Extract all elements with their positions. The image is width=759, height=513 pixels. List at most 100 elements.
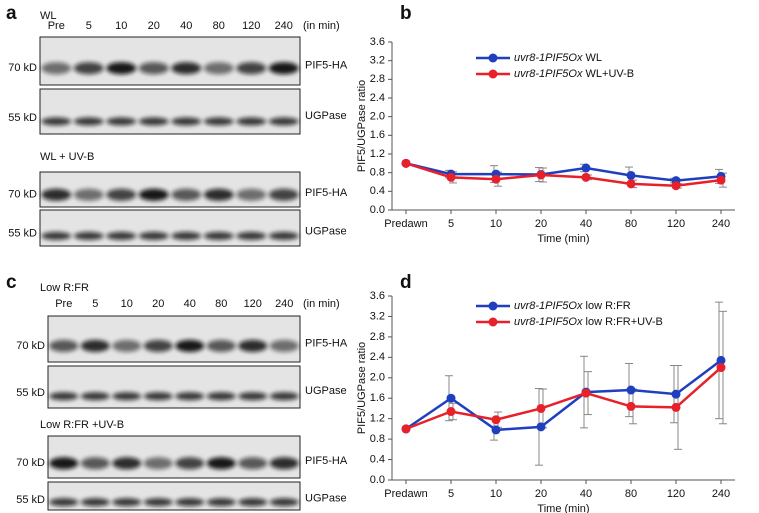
blot-band: [143, 498, 173, 507]
blot-band: [236, 188, 267, 201]
blot-band: [138, 62, 169, 75]
blot-frame: [47, 481, 301, 511]
y-tick-label: 2.8: [370, 73, 385, 85]
y-tick-label: 2.0: [370, 372, 385, 384]
blot-band: [138, 117, 169, 126]
size-label: 70 kD: [8, 62, 37, 74]
lane-label: Pre: [55, 298, 72, 310]
blot-band: [175, 392, 205, 401]
blot-band: [175, 498, 205, 507]
size-label: 55 kD: [8, 112, 37, 124]
blot-band: [268, 188, 299, 201]
blot-frame: [47, 315, 301, 363]
y-tick-label: 0.4: [370, 453, 385, 465]
data-point: [581, 388, 591, 398]
size-label: 70 kD: [16, 340, 45, 352]
blot-frame: [39, 171, 301, 208]
lane-label: 80: [213, 20, 225, 32]
lane-label: 80: [215, 298, 227, 310]
y-tick-label: 3.6: [370, 36, 385, 48]
lane-label: 120: [242, 20, 260, 32]
protein-label: UGPase: [305, 110, 347, 122]
legend-label: uvr8-1PIF5Ox WL: [514, 52, 602, 64]
x-tick-label: 5: [448, 488, 454, 500]
protein-label: PIF5-HA: [305, 455, 348, 467]
blot-band: [206, 498, 236, 507]
blot-band: [175, 457, 205, 470]
lane-label: 40: [184, 298, 196, 310]
blot-band: [143, 457, 173, 470]
panel-letter: a: [6, 3, 17, 24]
blot-band: [41, 188, 72, 201]
x-tick-label: 120: [667, 218, 685, 230]
blot-band: [203, 231, 234, 240]
data-point: [716, 175, 726, 185]
size-label: 55 kD: [8, 227, 37, 239]
blot-band: [268, 231, 299, 240]
lane-label: 10: [121, 298, 133, 310]
y-tick-label: 1.6: [370, 129, 385, 141]
blot-band: [171, 231, 202, 240]
legend-italic: uvr8-1PIF5Ox: [514, 316, 583, 328]
y-tick-label: 1.2: [370, 148, 385, 160]
data-point: [491, 425, 501, 435]
y-tick-label: 1.6: [370, 392, 385, 404]
blot-band: [269, 498, 299, 507]
y-axis-label: PIF5/UGPase ratio: [356, 80, 368, 172]
legend-italic: uvr8-1PIF5Ox: [514, 68, 583, 80]
series-line: [405, 359, 722, 432]
blot-band: [203, 62, 234, 75]
lane-label: 20: [148, 20, 160, 32]
y-tick-label: 2.4: [370, 351, 385, 363]
legend-rest: WL: [582, 52, 602, 64]
blot-band: [80, 339, 110, 352]
data-point: [626, 401, 636, 411]
x-axis-label: Time (min): [537, 233, 589, 245]
lane-label: 240: [275, 20, 293, 32]
y-tick-label: 3.6: [370, 290, 385, 302]
x-tick-label: 10: [490, 218, 502, 230]
y-tick-label: 3.2: [370, 310, 385, 322]
legend-rest: low R:FR: [582, 300, 630, 312]
data-point: [671, 181, 681, 191]
blot-band: [238, 498, 268, 507]
condition-label: Low R:FR +UV-B: [40, 419, 124, 431]
legend-marker: [488, 301, 498, 311]
condition-label: WL: [40, 10, 57, 22]
blot-band: [236, 231, 267, 240]
x-tick-label: 80: [625, 218, 637, 230]
blot-band: [138, 188, 169, 201]
blot-band: [41, 117, 72, 126]
blot-band: [80, 457, 110, 470]
lane-label: Pre: [48, 20, 65, 32]
size-label: 55 kD: [16, 387, 45, 399]
blot-band: [49, 457, 79, 470]
blot-band: [175, 339, 205, 352]
panel-letter: b: [400, 3, 412, 24]
protein-label: PIF5-HA: [305, 60, 348, 72]
blot-band: [269, 457, 299, 470]
blot-frame: [39, 88, 301, 135]
data-point: [716, 363, 726, 373]
size-label: 70 kD: [16, 457, 45, 469]
y-tick-label: 3.2: [370, 55, 385, 67]
panel-letter: d: [400, 272, 412, 293]
blot-band: [49, 498, 79, 507]
blot-band: [171, 62, 202, 75]
blot-band: [171, 117, 202, 126]
blot-band: [106, 231, 137, 240]
blot-band: [203, 117, 234, 126]
protein-label: UGPase: [305, 493, 347, 505]
series-line: [405, 162, 722, 182]
blot-band: [80, 498, 110, 507]
blot-band: [73, 117, 104, 126]
size-label: 70 kD: [8, 189, 37, 201]
data-point: [536, 422, 546, 432]
x-tick-label: 40: [580, 218, 592, 230]
legend-rest: WL+UV-B: [582, 68, 634, 80]
protein-label: PIF5-HA: [305, 187, 348, 199]
blot-band: [171, 188, 202, 201]
x-tick-label: 240: [712, 488, 730, 500]
blot-band: [236, 62, 267, 75]
